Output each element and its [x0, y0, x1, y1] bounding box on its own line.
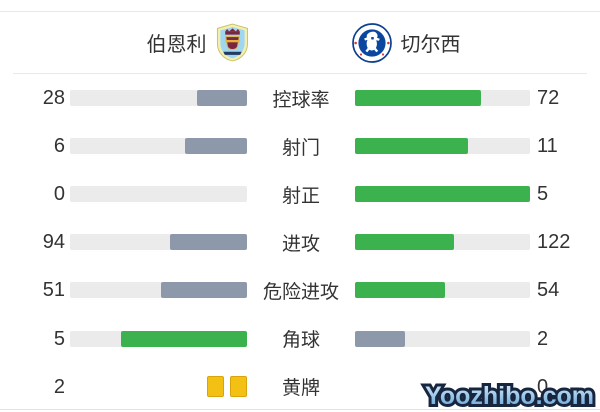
home-stat-value: 6 [53, 135, 65, 158]
home-bar-fill [120, 330, 247, 347]
stat-row: 94 进攻 122 [0, 218, 600, 266]
away-stat-bar [355, 282, 530, 299]
home-stat-value: 5 [53, 327, 65, 350]
stats-list: 28 控球率 72 6 射门 11 0 射正 [0, 74, 600, 411]
home-team-name: 伯恩利 [146, 34, 207, 56]
home-stat-value: 94 [42, 231, 65, 254]
home-bar-fill [160, 282, 247, 299]
away-bar-fill [355, 234, 454, 251]
stat-row: 5 角球 2 [0, 314, 600, 362]
home-bar-fill [197, 90, 247, 107]
stat-label: 角球 [281, 330, 320, 352]
stat-label: 控球率 [272, 89, 330, 111]
yellow-card-icon [230, 376, 247, 398]
stat-label: 射正 [281, 185, 320, 207]
home-team-header: 伯恩利 [0, 12, 302, 73]
away-bar-fill [355, 90, 481, 107]
stat-row: 6 射门 11 [0, 122, 600, 170]
stat-row: 2 黄牌 0 [0, 363, 600, 411]
burnley-badge-icon [216, 23, 248, 62]
home-bar-track [70, 186, 247, 203]
home-stat-bar [70, 234, 247, 251]
stat-row: 51 危险进攻 54 [0, 266, 600, 314]
away-stat-value: 54 [537, 279, 560, 302]
yellow-card-icon [207, 376, 224, 398]
top-divider [0, 11, 600, 12]
away-team-name: 切尔西 [400, 34, 461, 56]
home-stat-bar [70, 376, 247, 398]
stat-row: 28 控球率 72 [0, 74, 600, 122]
away-bar-fill [355, 138, 469, 155]
watermark: Yoozhibo.com Yoozhibo.com [422, 379, 597, 412]
away-stat-value: 5 [537, 183, 549, 206]
home-bar-fill [184, 138, 247, 155]
away-stat-value: 2 [537, 327, 549, 350]
away-stat-value: 11 [537, 135, 558, 158]
stat-label: 黄牌 [281, 378, 320, 400]
match-header: 伯恩利 CHELSEA [0, 12, 600, 73]
home-stat-value: 2 [53, 375, 65, 398]
watermark-outline: Yoozhibo.com [422, 379, 597, 412]
stat-label: 进攻 [281, 233, 320, 255]
away-stat-bar [355, 138, 530, 155]
away-stat-value: 122 [537, 231, 571, 254]
home-stat-bar [70, 90, 247, 107]
away-stat-bar [355, 234, 530, 251]
away-bar-fill [355, 330, 406, 347]
home-stat-value: 51 [42, 279, 65, 302]
stat-label: 危险进攻 [262, 281, 339, 303]
home-stat-bar [70, 282, 247, 299]
away-team-header: CHELSEA 切尔西 [302, 12, 600, 73]
away-stat-bar [355, 186, 530, 203]
away-stat-value: 72 [537, 87, 560, 110]
away-bar-fill [355, 282, 445, 299]
bottom-divider [0, 409, 600, 410]
away-stat-bar [355, 90, 530, 107]
chelsea-badge-icon: CHELSEA [351, 22, 392, 63]
home-stat-bar [70, 138, 247, 155]
away-stat-value: 0 [537, 377, 600, 397]
home-stat-bar [70, 330, 247, 347]
home-stat-bar [70, 186, 247, 203]
stat-row: 0 射正 5 [0, 170, 600, 218]
header-divider [13, 73, 587, 74]
home-stat-value: 0 [53, 183, 65, 206]
away-stat-bar [355, 330, 530, 347]
watermark-text: Yoozhibo.com [425, 381, 594, 410]
away-bar-fill [355, 186, 530, 203]
home-bar-fill [170, 234, 247, 251]
stat-label: 射门 [281, 137, 320, 159]
home-stat-value: 28 [42, 87, 65, 110]
